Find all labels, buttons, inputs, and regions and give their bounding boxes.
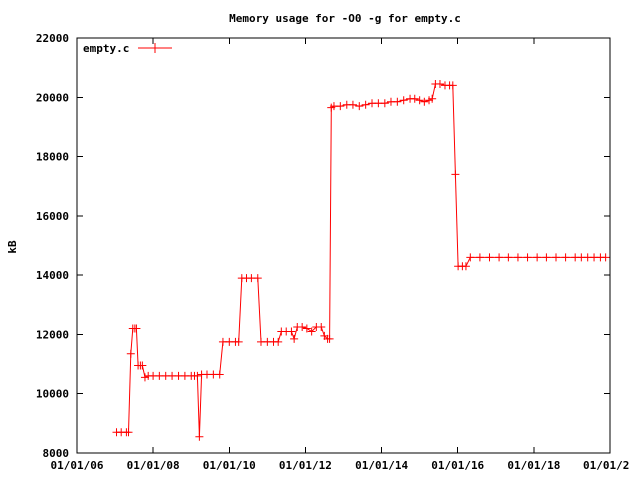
data-point — [435, 79, 444, 88]
y-tick-label: 16000 — [36, 210, 69, 223]
data-point — [325, 334, 334, 343]
data-point — [495, 253, 504, 262]
series-line-empty-c — [116, 83, 606, 437]
data-point — [298, 323, 307, 332]
data-point — [380, 99, 389, 108]
data-point — [336, 102, 345, 111]
data-point — [140, 373, 149, 382]
data-point — [393, 97, 402, 106]
data-point — [533, 253, 542, 262]
y-tick-label: 12000 — [36, 328, 69, 341]
x-tick-label: 01/01/18 — [507, 459, 560, 472]
data-point — [399, 96, 408, 105]
data-point — [195, 432, 204, 441]
x-tick-label: 01/01/14 — [355, 459, 408, 472]
data-point — [193, 371, 202, 380]
data-point — [124, 428, 133, 437]
data-point — [420, 97, 429, 106]
data-point — [132, 324, 141, 333]
data-point — [138, 361, 147, 370]
y-tick-label: 8000 — [43, 447, 70, 460]
data-point — [290, 334, 299, 343]
data-point — [317, 323, 326, 332]
data-point — [542, 253, 551, 262]
x-tick-label: 01/01/2 — [583, 459, 629, 472]
x-tick-label: 01/01/12 — [279, 459, 332, 472]
data-point — [274, 337, 283, 346]
y-tick-label: 10000 — [36, 388, 69, 401]
data-point — [287, 327, 296, 336]
legend-marker-empty-c — [150, 43, 160, 53]
data-point — [601, 253, 610, 262]
data-point — [466, 253, 475, 262]
data-point — [504, 253, 513, 262]
data-point — [355, 102, 364, 111]
data-point — [451, 170, 460, 179]
x-tick-label: 01/01/16 — [431, 459, 484, 472]
data-point — [307, 327, 316, 336]
data-point — [215, 370, 224, 379]
y-tick-label: 14000 — [36, 269, 69, 282]
x-tick-label: 01/01/06 — [51, 459, 104, 472]
y-axis-label: kB — [6, 240, 19, 254]
data-point — [552, 253, 561, 262]
data-point — [485, 253, 494, 262]
legend: empty.c — [83, 42, 172, 55]
data-point — [475, 253, 484, 262]
chart-title: Memory usage for -O0 -g for empty.c — [229, 12, 461, 25]
y-tick-label: 20000 — [36, 91, 69, 104]
data-point — [348, 100, 357, 109]
data-point — [253, 274, 262, 283]
data-point — [448, 81, 457, 90]
data-point — [561, 253, 570, 262]
axis-ticks: 8000 10000 12000 14000 16000 18000 20000 22000 0… — [36, 32, 629, 472]
legend-label-empty-c: empty.c — [83, 42, 129, 55]
y-tick-label: 22000 — [36, 32, 69, 45]
data-point — [126, 349, 135, 358]
data-point — [234, 337, 243, 346]
series-layer — [112, 79, 610, 441]
data-point — [302, 324, 311, 333]
data-point — [523, 253, 532, 262]
data-point — [415, 96, 424, 105]
data-point — [461, 262, 470, 271]
data-point — [361, 100, 370, 109]
x-tick-label: 01/01/10 — [203, 459, 256, 472]
data-point — [428, 94, 437, 103]
data-point — [410, 94, 419, 103]
plot-frame — [76, 37, 611, 454]
data-point — [513, 253, 522, 262]
y-tick-label: 18000 — [36, 151, 69, 164]
x-tick-label: 01/01/08 — [127, 459, 180, 472]
